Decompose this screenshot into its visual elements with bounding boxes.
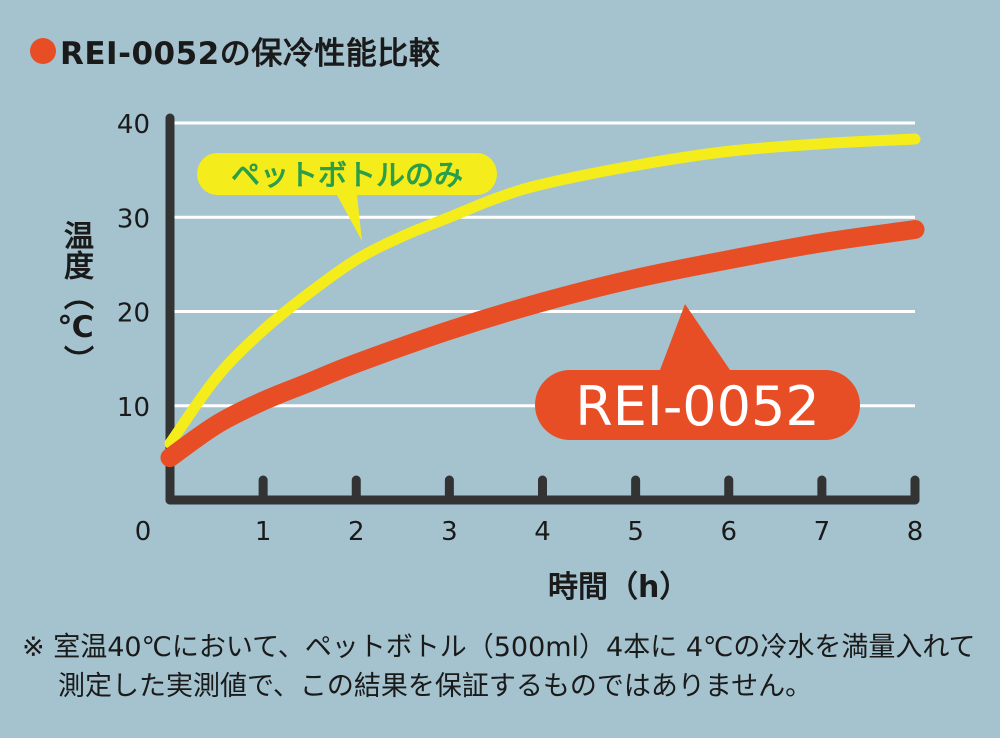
x-tick-label: 3 (441, 517, 458, 547)
x-tick-label: 1 (255, 517, 272, 547)
series-line-pet-bottle (164, 133, 921, 449)
series-label-pet-bottle: ペットボトルのみ (231, 158, 463, 192)
x-tick-label: 4 (534, 517, 551, 547)
chart-title: REI-0052の保冷性能比較 (30, 28, 440, 73)
x-tick-label: 2 (348, 517, 365, 547)
series-label-rei-0052: REI-0052 (575, 375, 819, 438)
footnote: ※ 室温40℃において、ペットボトル（500ml）4本に 4℃の冷水を満量入れて… (22, 628, 992, 706)
x-tick-label: 6 (720, 517, 737, 547)
y-axis-label: 温度（℃） (58, 220, 93, 375)
callout-bubble-rei-0052 (535, 304, 860, 440)
y-tick-label: 10 (117, 393, 150, 423)
series-line-rei-0052 (160, 220, 925, 468)
y-tick-label: 20 (117, 299, 150, 329)
x-tick-label: 7 (814, 517, 831, 547)
red-dot-icon (30, 37, 56, 64)
callout-bubble-pet-bottle (197, 153, 497, 241)
y-tick-label: 40 (117, 110, 150, 140)
footnote-line-2: 測定した実測値で、この結果を保証するものではありません。 (58, 671, 813, 702)
y-tick-label: 30 (117, 204, 150, 234)
chart-title-text: REI-0052の保冷性能比較 (60, 36, 441, 72)
x-tick-label: 0 (135, 517, 152, 547)
x-axis-label: 時間（h） (548, 570, 690, 605)
x-tick-label: 8 (907, 517, 924, 547)
x-tick-label: 5 (627, 517, 644, 547)
footnote-line-1: ※ 室温40℃において、ペットボトル（500ml）4本に 4℃の冷水を満量入れて (22, 632, 976, 663)
